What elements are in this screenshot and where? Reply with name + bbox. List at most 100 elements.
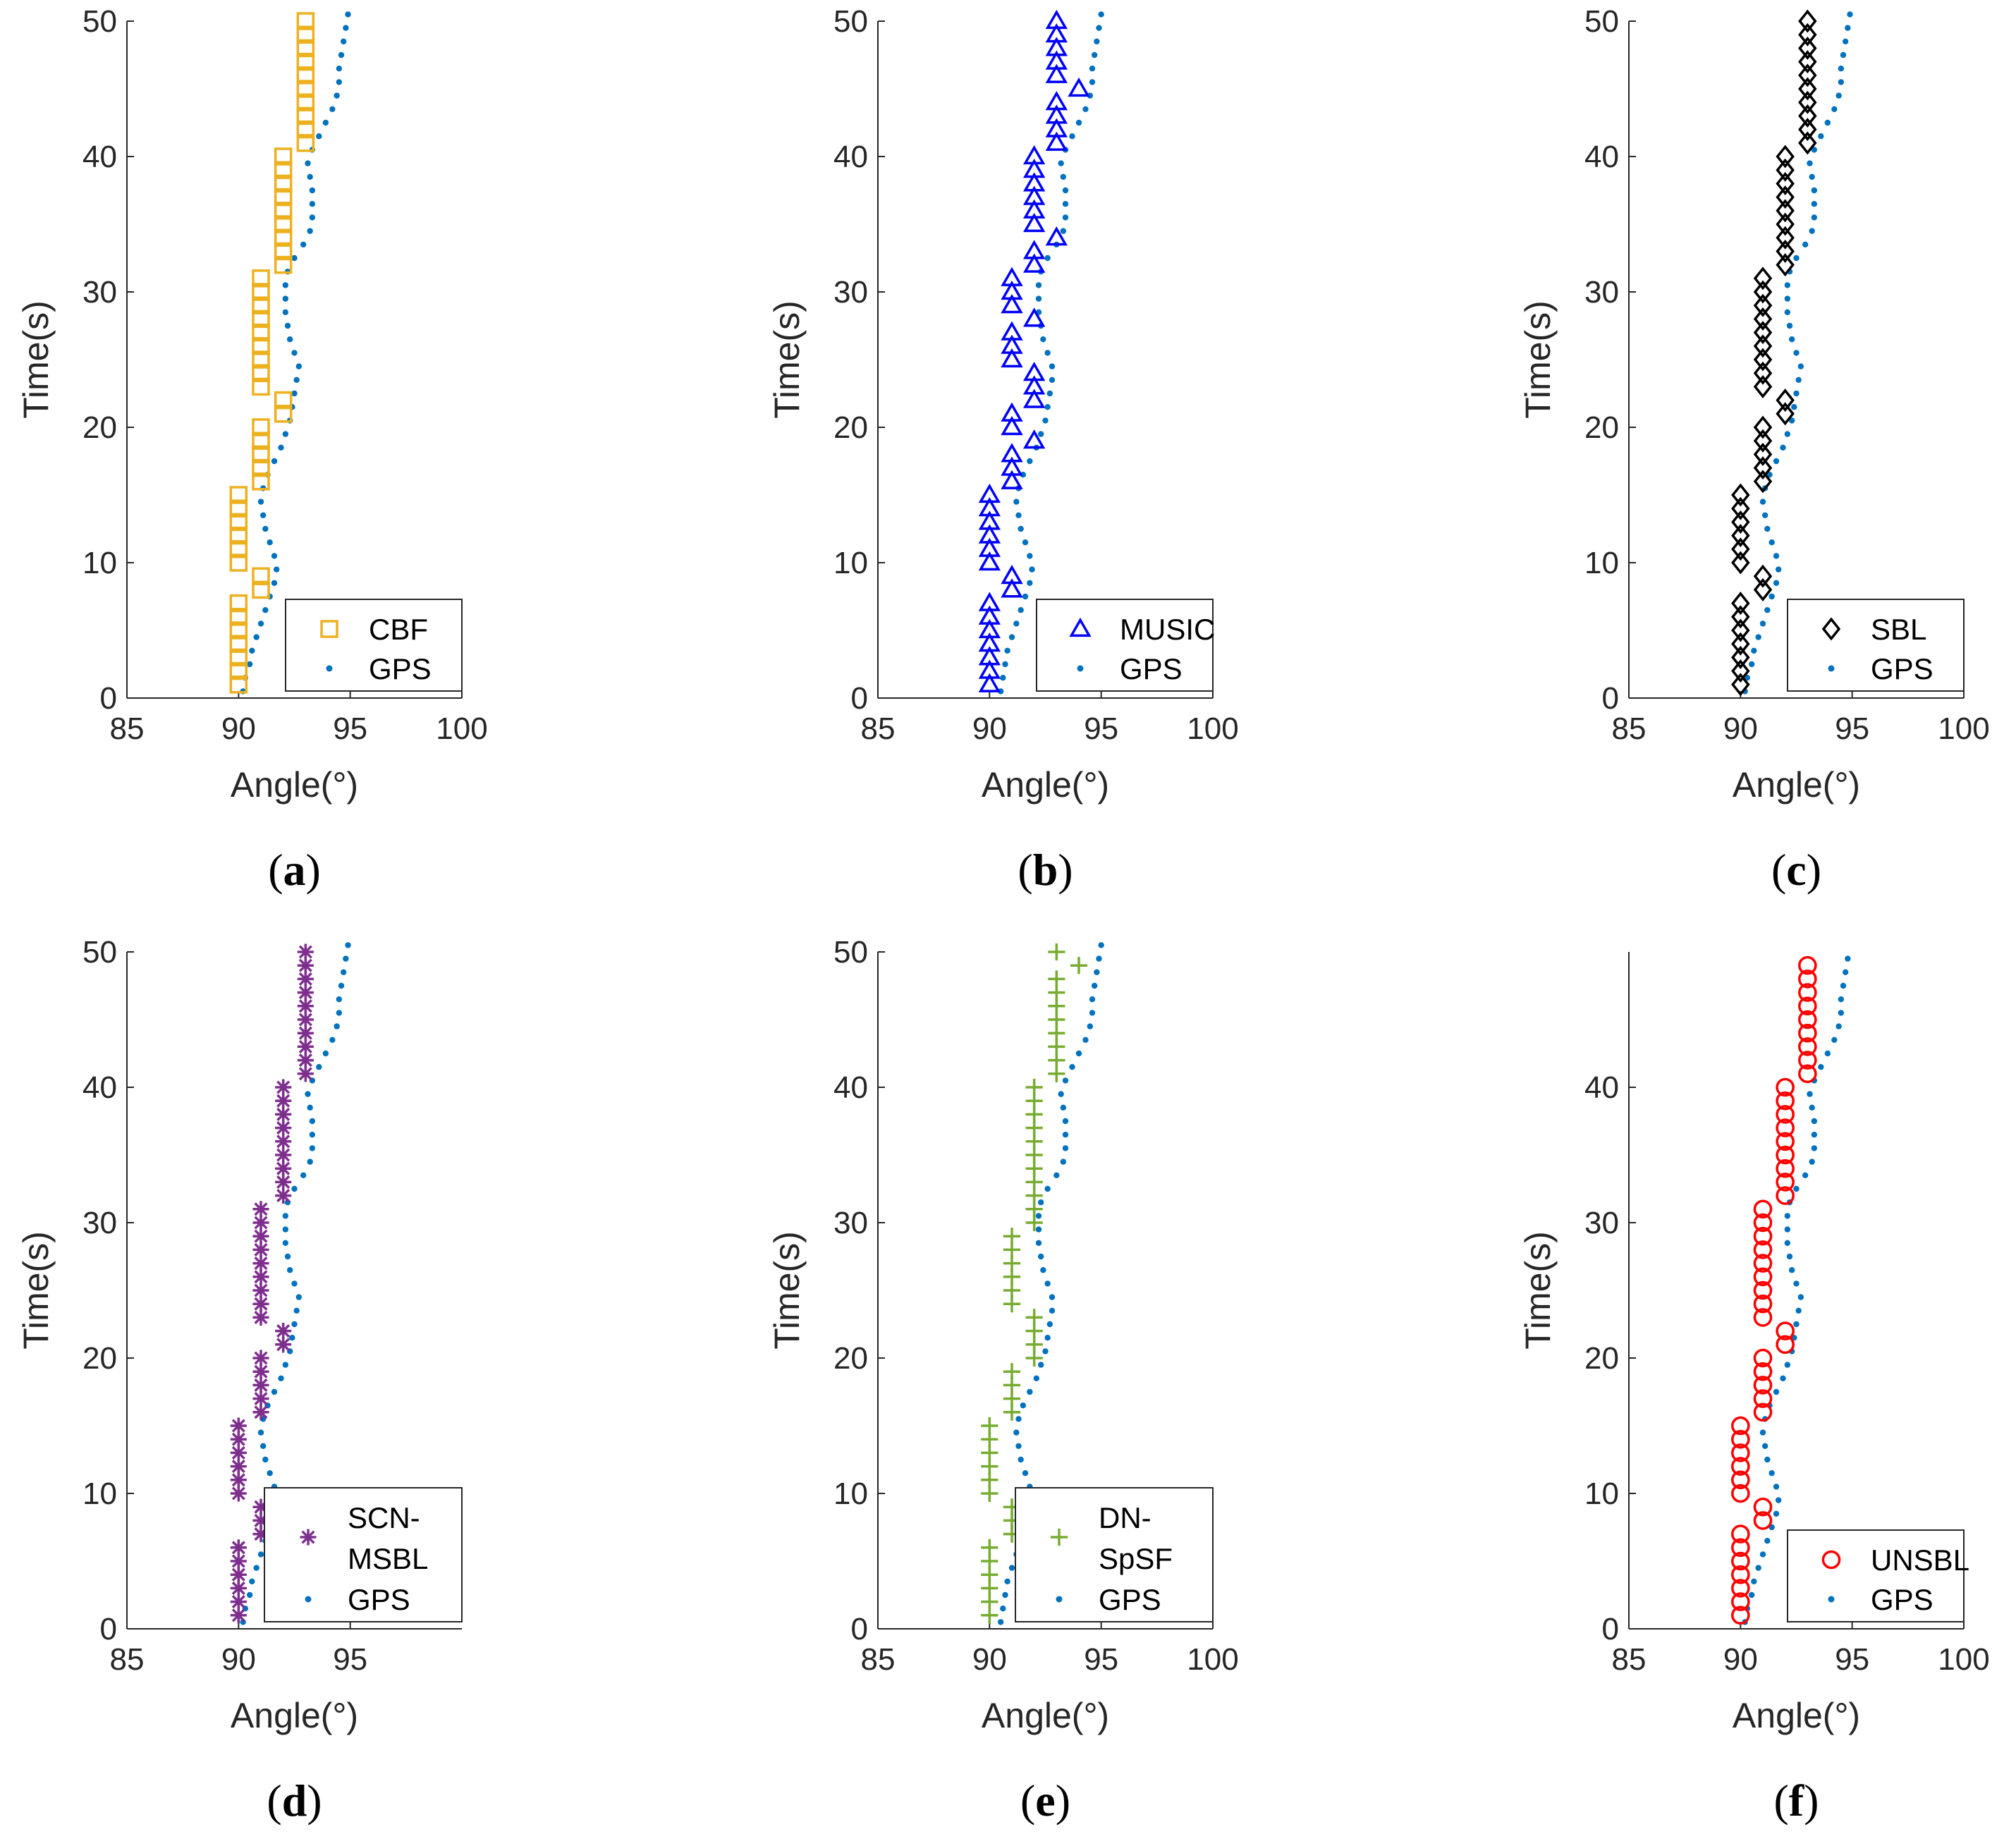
estimate-point — [1753, 293, 1773, 317]
x-axis-label: Angle(°) — [231, 765, 358, 805]
estimate-point — [1048, 970, 1065, 988]
legend-gps-marker — [1056, 1596, 1063, 1603]
estimate-point — [1776, 402, 1795, 426]
gps-point — [282, 431, 289, 437]
gps-point — [1802, 241, 1809, 247]
gps-point — [1809, 228, 1815, 234]
gps-point — [1793, 350, 1800, 356]
gps-point — [1784, 1226, 1791, 1233]
gps-point — [1044, 350, 1051, 356]
y-axis-label: Time(s) — [16, 300, 56, 419]
gps-point — [307, 228, 313, 234]
gps-point — [1082, 1037, 1089, 1044]
estimate-point — [252, 1255, 269, 1272]
gps-point — [282, 1226, 289, 1233]
estimate-point — [1045, 63, 1068, 83]
legend-label: SpSF — [1099, 1542, 1173, 1575]
estimate-point — [1753, 334, 1773, 358]
estimate-point — [1731, 632, 1750, 656]
x-tick-label: 95 — [1835, 1642, 1869, 1677]
estimate-point — [1731, 618, 1750, 642]
estimate-point — [978, 511, 1001, 530]
estimate-point — [1753, 429, 1773, 453]
gps-point — [291, 1185, 298, 1192]
gps-point — [1094, 969, 1100, 976]
estimate-point — [1045, 37, 1068, 56]
estimate-point — [1753, 361, 1773, 385]
gps-point — [997, 1619, 1004, 1625]
estimate-point — [1753, 1511, 1773, 1530]
gps-point — [340, 38, 347, 44]
estimate-point — [1798, 1010, 1817, 1029]
estimate-point — [1753, 470, 1773, 494]
gps-point — [1044, 1185, 1051, 1192]
gps-point — [1008, 1565, 1015, 1571]
estimate-point — [274, 228, 293, 247]
y-axis-label: Time(s) — [16, 1231, 56, 1350]
gps-point — [1786, 322, 1793, 329]
estimate-point — [230, 1417, 247, 1434]
gps-point — [1784, 1240, 1791, 1247]
gps-point — [1089, 996, 1096, 1003]
estimate-point — [1798, 1051, 1817, 1070]
estimate-point — [1001, 334, 1023, 354]
gps-point — [1780, 444, 1786, 451]
estimate-point — [978, 497, 1001, 517]
y-tick-label: 50 — [1584, 4, 1619, 39]
gps-point — [293, 377, 300, 383]
estimate-point — [1022, 185, 1046, 205]
gps-point — [309, 1132, 316, 1138]
gps-point — [305, 1091, 311, 1097]
gps-point — [1035, 1213, 1042, 1219]
y-tick-label: 40 — [833, 140, 868, 174]
estimate-point — [296, 80, 315, 98]
estimate-point — [252, 1512, 269, 1529]
y-tick-label: 0 — [100, 1612, 117, 1646]
estimate-point — [1776, 226, 1795, 250]
estimate-point — [1022, 159, 1046, 178]
estimate-point — [1731, 496, 1750, 520]
estimate-point — [274, 391, 293, 410]
gps-point — [345, 11, 351, 18]
gps-point — [336, 1010, 343, 1016]
estimate-point — [1731, 645, 1750, 669]
gps-point — [1838, 1010, 1845, 1016]
estimate-point — [1798, 1023, 1817, 1043]
estimate-point — [1753, 374, 1773, 398]
x-tick-label: 95 — [333, 711, 367, 746]
gps-point — [1033, 1375, 1040, 1382]
gps-point — [336, 996, 343, 1003]
gps-point — [1786, 1253, 1793, 1260]
estimate-point — [1776, 158, 1795, 182]
estimate-point — [252, 1363, 269, 1380]
x-tick-label: 100 — [1938, 1642, 1989, 1677]
y-tick-label: 0 — [100, 681, 117, 716]
estimate-point — [297, 984, 314, 1001]
gps-point — [1082, 106, 1089, 112]
estimate-point — [1001, 321, 1023, 341]
estimate-point — [274, 215, 293, 233]
estimate-point — [1731, 1470, 1750, 1490]
estimate-point — [252, 364, 270, 382]
gps-point — [282, 309, 289, 315]
y-tick-label: 40 — [83, 140, 117, 174]
estimate-point — [1001, 565, 1023, 585]
estimate-point — [230, 1553, 247, 1570]
estimate-point — [296, 120, 315, 139]
estimate-point — [1045, 118, 1068, 137]
gps-point — [1784, 282, 1791, 288]
gps-point — [282, 295, 289, 302]
y-tick-label: 10 — [83, 1477, 117, 1511]
estimate-point — [229, 499, 248, 518]
legend-box — [1015, 1487, 1214, 1622]
estimate-point — [229, 608, 248, 626]
estimate-point — [1776, 145, 1795, 169]
gps-point — [1793, 1185, 1800, 1192]
gps-point — [1764, 525, 1771, 532]
gps-point — [1793, 390, 1800, 397]
gps-point — [338, 982, 345, 989]
estimate-point — [1798, 118, 1817, 142]
x-tick-label: 100 — [1187, 711, 1238, 746]
gps-point — [1004, 1578, 1010, 1584]
